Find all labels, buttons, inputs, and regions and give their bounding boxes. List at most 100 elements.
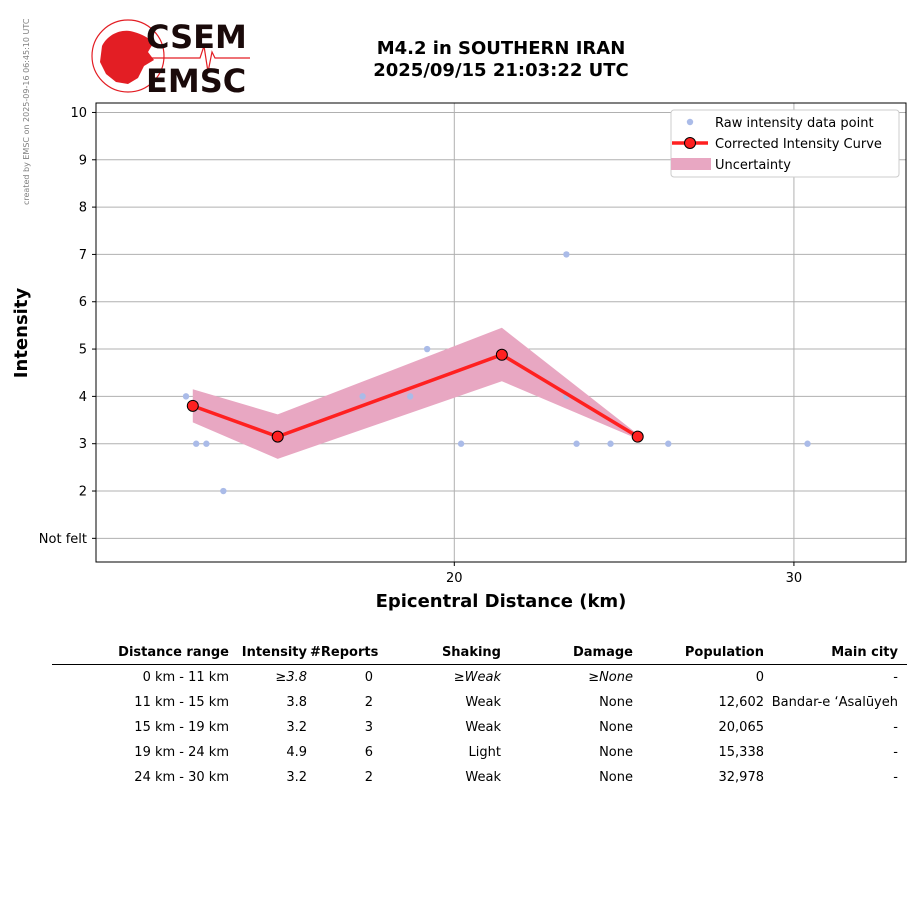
table-row: 15 km - 19 km 3.2 3 Weak None 20,065 - — [52, 715, 907, 740]
table-cell-damage: None — [599, 695, 633, 710]
table-cell-distance: 19 km - 24 km — [134, 745, 229, 760]
chart-title-line2: 2025/09/15 21:03:22 UTC — [373, 60, 629, 81]
y-tick-label: 5 — [79, 343, 87, 358]
table-cell-reports: 2 — [364, 770, 373, 785]
table-cell-damage: None — [599, 770, 633, 785]
x-tick-label: 30 — [786, 571, 803, 586]
table-cell-population: 15,338 — [718, 745, 765, 760]
curve-marker — [495, 348, 508, 361]
y-tick-labels: Not felt 2 3 4 5 6 7 8 9 10 — [39, 106, 96, 547]
table-cell-intensity: 4.9 — [286, 745, 307, 760]
y-tick-label: 9 — [79, 153, 87, 168]
y-tick-label: 4 — [79, 390, 87, 405]
table-cell-main-city: - — [893, 745, 898, 760]
table-header-population: Population — [684, 645, 764, 660]
csem-emsc-logo: CSEM EMSC — [91, 18, 250, 100]
table-row: 24 km - 30 km 3.2 2 Weak None 32,978 - — [52, 765, 907, 790]
legend-uncertainty-label: Uncertainty — [715, 158, 791, 173]
logo-text-csem: CSEM — [146, 18, 247, 56]
curve-marker — [271, 430, 284, 443]
legend-curve-marker — [684, 137, 696, 149]
raw-data-point — [359, 393, 366, 400]
table-header-reports: #Reports — [310, 645, 379, 660]
y-axis-label: Intensity — [11, 288, 32, 379]
corrected-curve-line — [192, 352, 639, 439]
raw-data-point — [665, 440, 672, 447]
legend-frame — [670, 109, 900, 178]
corrected-curve-group — [186, 348, 644, 443]
raw-data-point — [203, 440, 210, 447]
table-cell-main-city: - — [893, 720, 898, 735]
y-tick-label: 2 — [79, 485, 87, 500]
table-row: 19 km - 24 km 4.9 6 Light None 15,338 - — [52, 740, 907, 765]
raw-data-point — [182, 393, 190, 400]
raw-data-point — [563, 251, 570, 258]
raw-data-point — [804, 440, 811, 447]
table-cell-population: 0 — [755, 670, 764, 685]
logo-text-emsc: EMSC — [146, 62, 246, 100]
table-header-intensity: Intensity — [241, 645, 307, 660]
table-cell-distance: 0 km - 11 km — [142, 670, 229, 685]
y-tick-label: 8 — [79, 201, 87, 216]
logo-map-shape — [100, 30, 154, 84]
table-cell-reports: 3 — [364, 720, 373, 735]
table-cell-intensity: 3.8 — [286, 695, 307, 710]
y-tick-label: 7 — [79, 248, 87, 263]
logo-globe — [91, 19, 165, 93]
raw-points-group — [182, 251, 811, 495]
table-cell-damage: None — [599, 745, 633, 760]
grid-lines — [96, 103, 906, 562]
table-cell-intensity: ≥3.8 — [275, 670, 307, 685]
table-cell-shaking: Light — [468, 745, 501, 760]
x-tick-labels: 20 30 — [446, 562, 802, 586]
table-cell-population: 12,602 — [718, 695, 765, 710]
raw-data-point — [423, 345, 431, 353]
curve-marker — [186, 399, 199, 412]
table-cell-distance: 15 km - 19 km — [134, 720, 229, 735]
table-header-damage: Damage — [572, 645, 633, 660]
table-cell-main-city: - — [893, 670, 898, 685]
table-cell-shaking: Weak — [465, 770, 501, 785]
table-cell-main-city: - — [893, 770, 898, 785]
raw-data-point — [192, 440, 200, 447]
x-tick-label: 20 — [446, 571, 463, 586]
table-cell-main-city: Bandar-e ‘Asalūyeh — [771, 695, 898, 710]
legend-raw-label: Raw intensity data point — [715, 116, 874, 131]
raw-data-point — [457, 440, 465, 447]
table-header-shaking: Shaking — [441, 645, 501, 660]
uncertainty-band — [192, 327, 638, 459]
table-cell-damage: None — [599, 720, 633, 735]
table-cell-reports: 2 — [364, 695, 373, 710]
y-tick-label: 10 — [70, 106, 87, 121]
logo-seismogram — [138, 45, 250, 73]
plot-frame — [95, 102, 907, 563]
legend: Raw intensity data point Corrected Inten… — [670, 109, 900, 178]
table-cell-reports: 0 — [364, 670, 373, 685]
intensity-table: Distance range Intensity #Reports Shakin… — [52, 640, 907, 790]
legend-raw-marker — [686, 118, 694, 126]
raw-data-point — [406, 393, 414, 400]
raw-data-point — [220, 487, 227, 495]
table-row: 0 km - 11 km ≥3.8 0 ≥Weak ≥None 0 - — [52, 665, 907, 690]
curve-marker — [631, 430, 644, 443]
table-header-row: Distance range Intensity #Reports Shakin… — [52, 640, 907, 665]
legend-uncertainty-swatch — [671, 158, 711, 170]
table-cell-shaking: Weak — [465, 695, 501, 710]
table-cell-shaking: Weak — [465, 720, 501, 735]
table-cell-distance: 24 km - 30 km — [134, 770, 229, 785]
chart-title-line1: M4.2 in SOUTHERN IRAN — [376, 38, 626, 59]
table-cell-damage: ≥None — [588, 670, 633, 685]
y-tick-label: 6 — [79, 295, 87, 310]
raw-data-point — [607, 440, 614, 447]
x-axis-label: Epicentral Distance (km) — [376, 591, 627, 612]
table-cell-distance: 11 km - 15 km — [134, 695, 229, 710]
y-tick-label: Not felt — [39, 532, 87, 547]
table-cell-population: 20,065 — [718, 720, 765, 735]
table-header-distance: Distance range — [118, 645, 229, 660]
legend-curve-label: Corrected Intensity Curve — [715, 137, 882, 152]
table-cell-population: 32,978 — [718, 770, 765, 785]
table-header-main-city: Main city — [831, 645, 898, 660]
table-cell-shaking: ≥Weak — [453, 670, 501, 685]
table-cell-intensity: 3.2 — [286, 770, 307, 785]
